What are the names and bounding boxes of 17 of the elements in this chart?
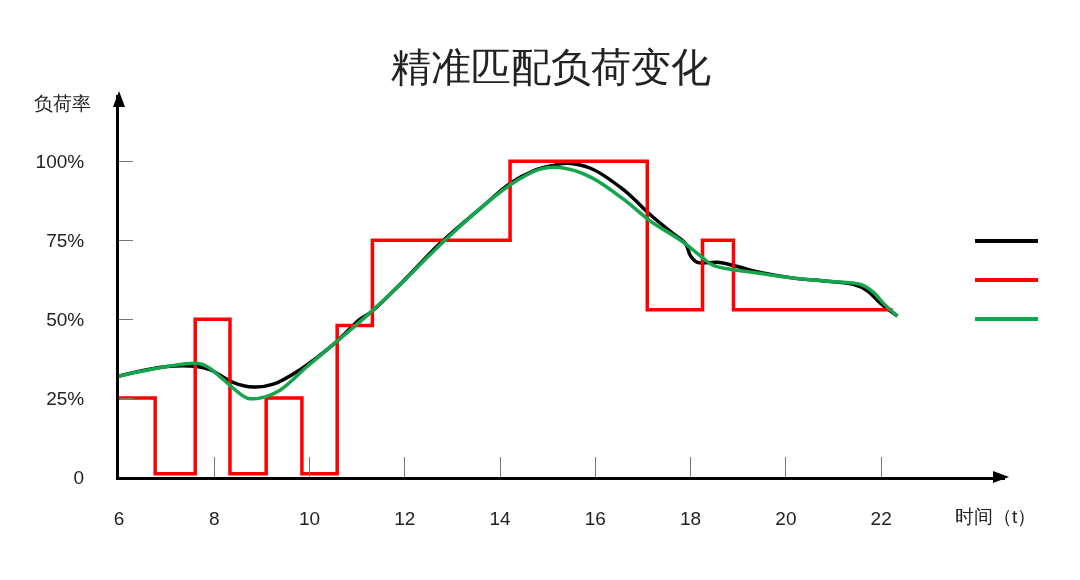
y-tick-label: 25% (46, 387, 85, 409)
x-tick-label: 12 (394, 507, 416, 529)
x-tick-label: 14 (489, 507, 512, 529)
y-tick-label: 100% (35, 150, 85, 172)
y-tick-label: 0 (73, 466, 85, 488)
x-axis-title: 时间（t） (955, 506, 1037, 527)
chart-title: 精准匹配负荷变化 (390, 45, 711, 89)
x-tick-label: 8 (208, 507, 220, 529)
y-tick-label: 75% (46, 229, 85, 251)
x-tick-label: 16 (584, 507, 606, 529)
x-tick-label: 22 (870, 507, 892, 529)
x-tick-label: 20 (775, 507, 797, 529)
y-tick-label: 50% (46, 308, 85, 330)
y-axis-title: 负荷率 (34, 93, 91, 114)
x-tick-label: 10 (298, 507, 321, 529)
x-tick-label: 18 (680, 507, 702, 529)
x-tick-label: 6 (113, 507, 125, 529)
